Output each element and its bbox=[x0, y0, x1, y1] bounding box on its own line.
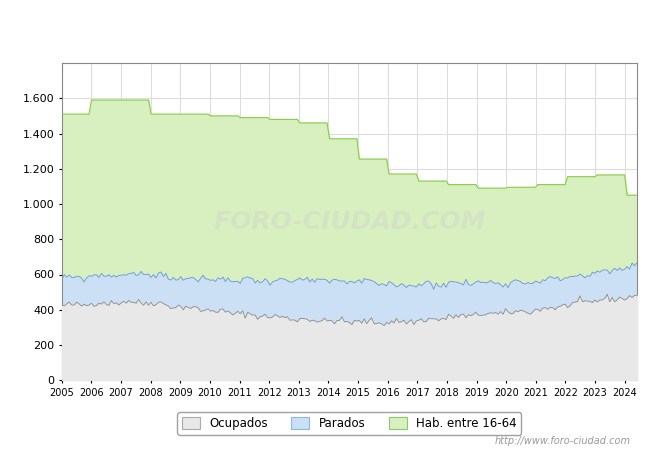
Text: Barlovento - Evolucion de la poblacion en edad de Trabajar Mayo de 2024: Barlovento - Evolucion de la poblacion e… bbox=[49, 19, 601, 32]
Legend: Ocupados, Parados, Hab. entre 16-64: Ocupados, Parados, Hab. entre 16-64 bbox=[177, 412, 521, 435]
Text: FORO-CIUDAD.COM: FORO-CIUDAD.COM bbox=[213, 210, 486, 234]
Text: http://www.foro-ciudad.com: http://www.foro-ciudad.com bbox=[495, 436, 630, 446]
